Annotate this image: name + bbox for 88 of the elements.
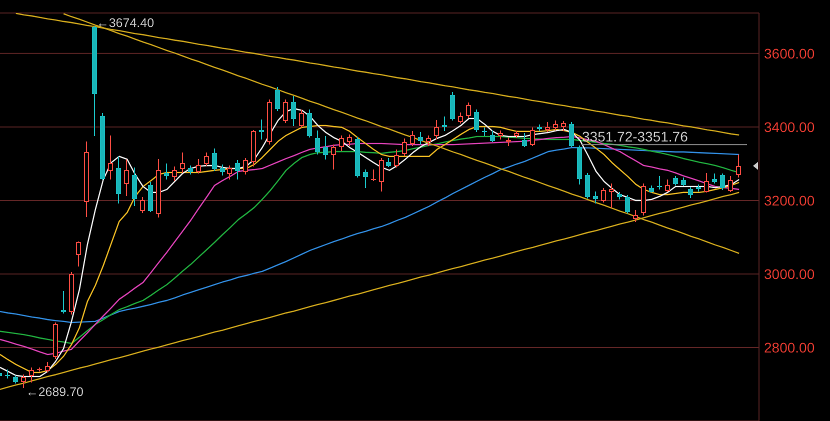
candlestick: [442, 116, 447, 132]
candlestick: [323, 136, 328, 160]
candlestick: [418, 132, 423, 146]
candlestick: [331, 144, 336, 170]
candlestick: [490, 130, 495, 143]
candlestick: [514, 130, 519, 138]
candlestick: [188, 165, 193, 175]
candlestick: [156, 158, 161, 218]
candlestick: [736, 154, 741, 178]
candlestick: [172, 166, 177, 182]
candlestick: [506, 137, 511, 147]
candlestick: [434, 119, 439, 140]
candlestick: [641, 183, 646, 216]
candlestick: [522, 132, 527, 148]
candlestick: [267, 98, 272, 146]
candlestick: [291, 96, 296, 127]
candlestick: [728, 176, 733, 193]
candlestick: [466, 102, 471, 118]
candlestick: [681, 177, 686, 187]
candlestick: [235, 160, 240, 180]
candlestick: [315, 130, 320, 156]
annotation: ←2689.70: [26, 385, 84, 400]
candlestick: [29, 367, 34, 383]
candlestick: [561, 120, 566, 132]
annotation: ←3674.40: [96, 16, 154, 30]
annotation: 3351.72-3351.76: [582, 128, 688, 145]
candlestick: [363, 169, 368, 188]
candlestick: [76, 242, 81, 267]
candlestick: [426, 134, 431, 147]
candlestick: [371, 169, 376, 182]
candlestick: [673, 176, 678, 186]
candlestick: [5, 369, 10, 379]
candlestick: [92, 26, 97, 137]
candlestick: [386, 157, 391, 168]
candlestick: [307, 108, 312, 138]
candlestick: [339, 134, 344, 152]
candlestick: [212, 148, 217, 172]
candlestick: [259, 119, 264, 140]
candlestick: [61, 290, 66, 314]
candlestick: [21, 374, 26, 389]
candlestick: [633, 210, 638, 223]
candlestick: [227, 165, 232, 180]
y-tick-label: 3400.00: [764, 118, 815, 135]
candlestick: [609, 183, 614, 208]
candlestick: [569, 122, 574, 148]
candlestick: [196, 158, 201, 174]
candlestick: [530, 127, 535, 147]
line-series: [0, 146, 740, 324]
y-tick-label: 3600.00: [764, 45, 815, 62]
candlestick: [537, 124, 542, 132]
candlestick: [712, 173, 717, 184]
y-tick-label: 2800.00: [764, 339, 815, 356]
candlestick: [617, 192, 622, 200]
candlestick: [657, 176, 662, 190]
y-tick-label: 3200.00: [764, 192, 815, 208]
candlestick: [69, 272, 74, 315]
candlestick: [164, 163, 169, 180]
candlestick: [124, 158, 129, 197]
y-tick-label: 3000.00: [764, 266, 815, 282]
candlestick: [140, 196, 145, 214]
candlestick: [116, 156, 121, 204]
candlestick: [45, 362, 50, 373]
candlestick: [347, 134, 352, 147]
candlestick: [220, 164, 225, 176]
candlestick: [696, 184, 701, 192]
candlestick: [482, 127, 487, 137]
candlestick: [402, 138, 407, 156]
candlestick: [704, 172, 709, 192]
candlestick: [204, 152, 209, 166]
candlestick: [108, 134, 113, 180]
candlestick: [593, 190, 598, 204]
candlestick: [132, 167, 137, 206]
candlestick: [553, 120, 558, 131]
candlestick: [545, 122, 550, 133]
candlestick: [665, 179, 670, 193]
candlestick: [13, 374, 18, 384]
candlestick: [688, 186, 693, 198]
candlestick: [283, 98, 288, 124]
candlestick: [251, 129, 256, 167]
candlestick: [450, 92, 455, 121]
candlestick: [625, 194, 630, 214]
candlestick: [474, 108, 479, 133]
candlestick: [649, 184, 654, 192]
candlestick: [84, 141, 89, 218]
candlestick: [585, 172, 590, 200]
candlestick: [180, 152, 185, 174]
candlestick: [410, 130, 415, 147]
candlestick: [498, 130, 503, 140]
